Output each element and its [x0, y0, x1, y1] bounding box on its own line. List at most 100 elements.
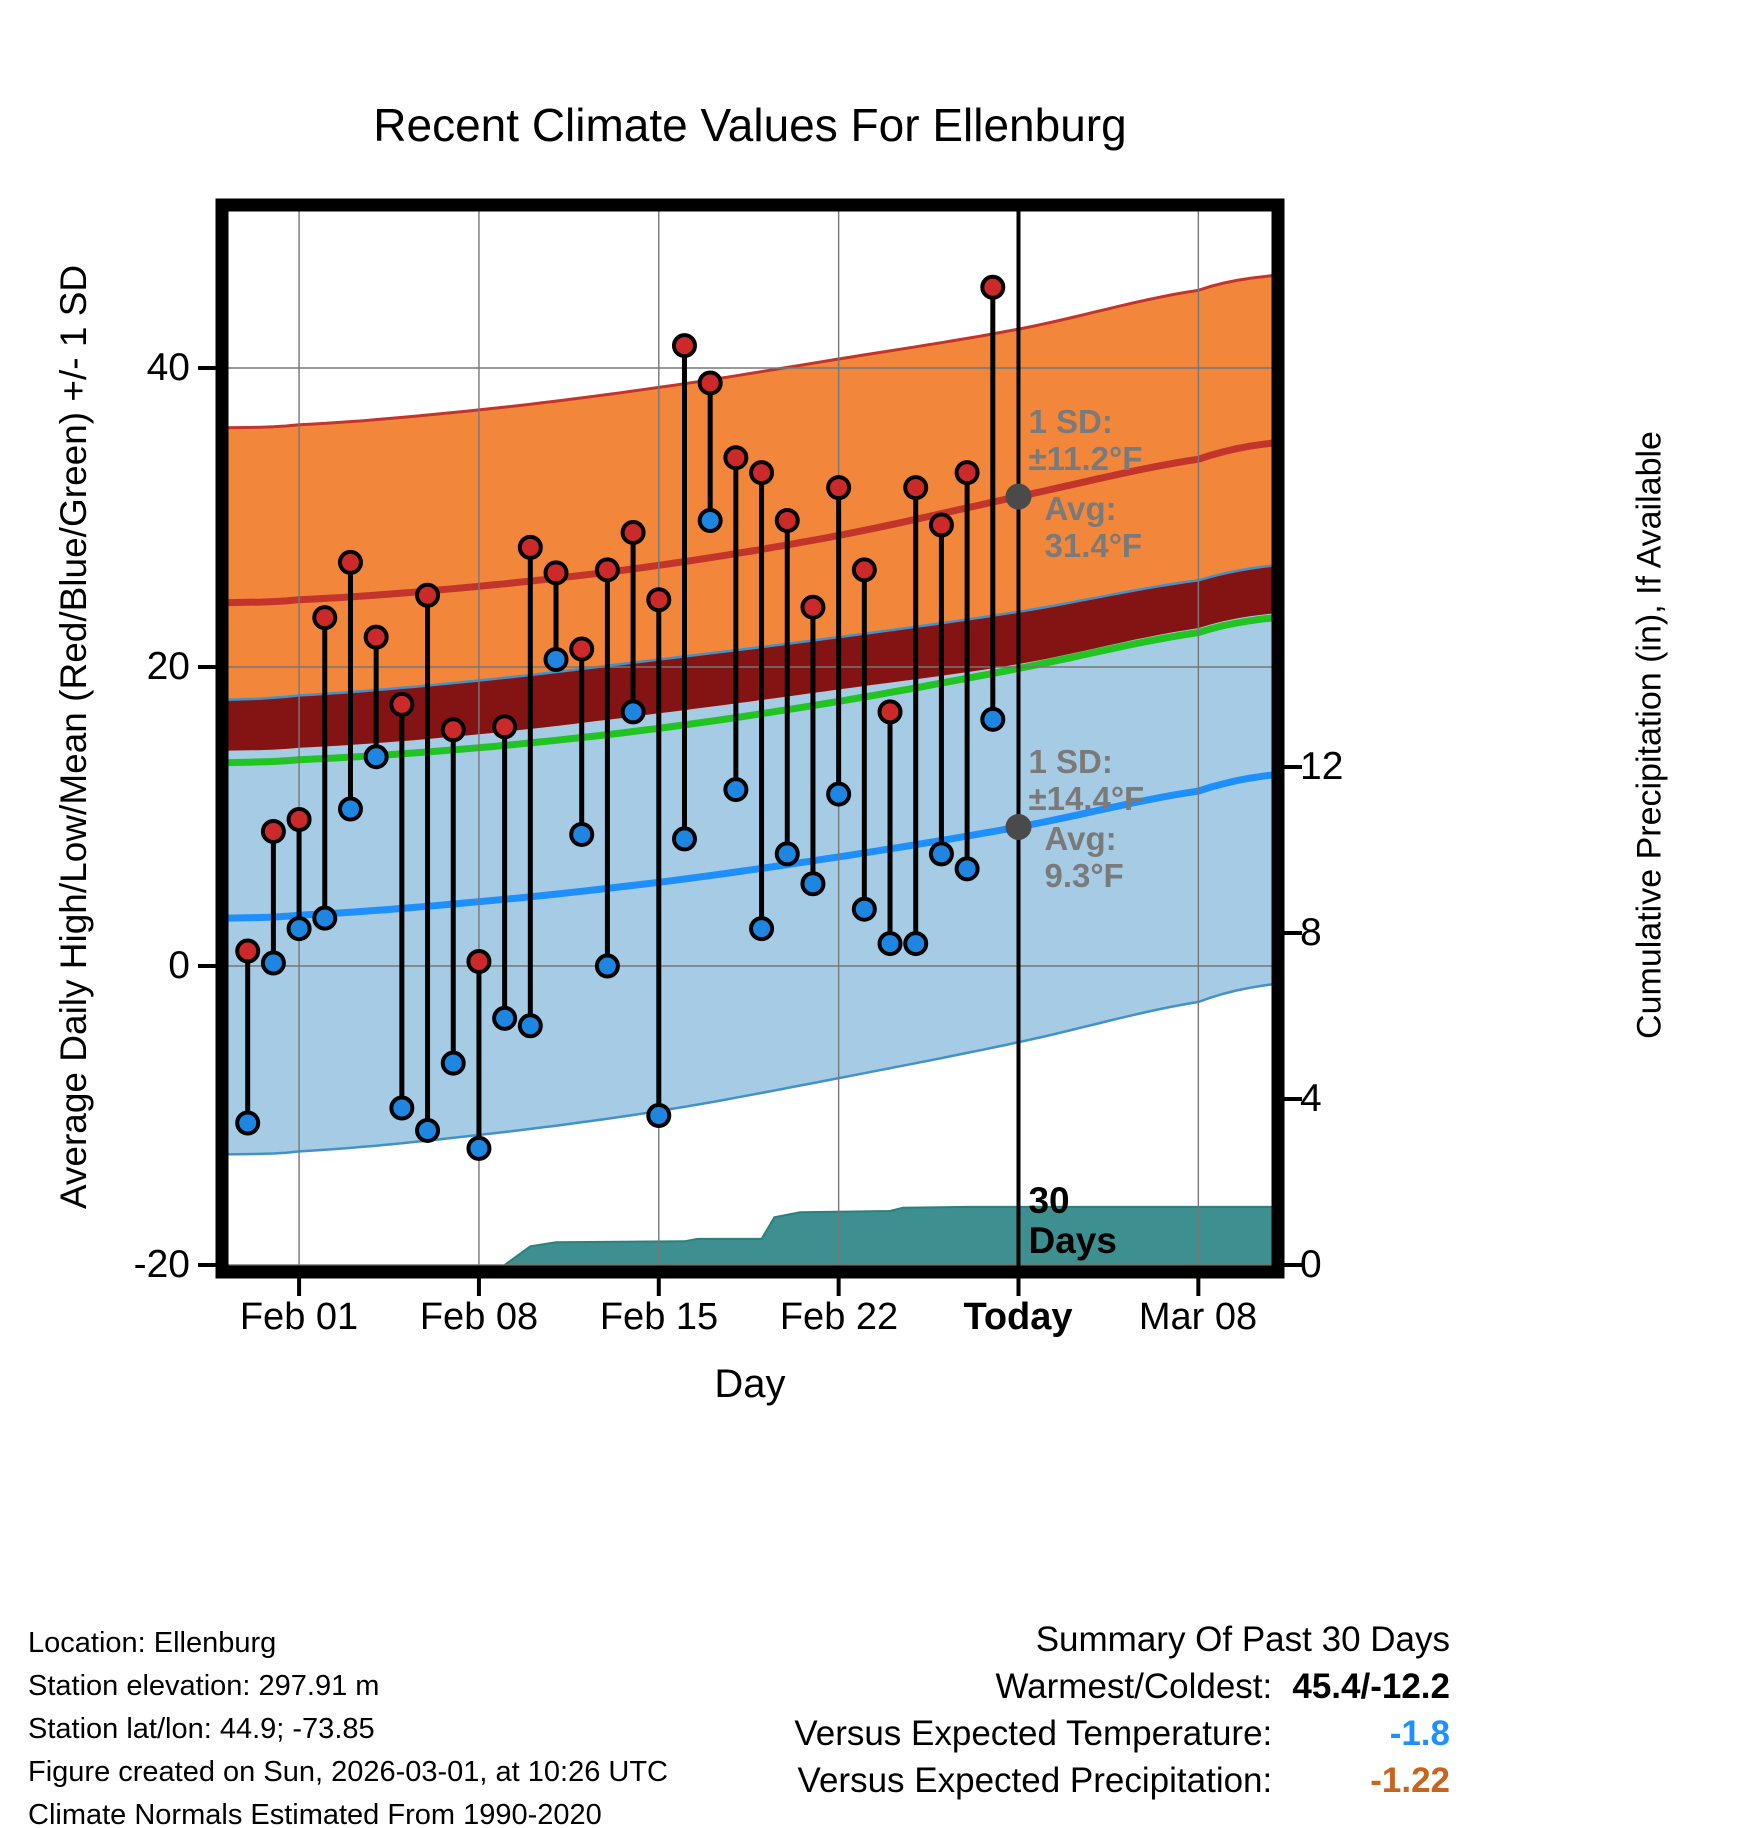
low-sd-annotation: 1 SD:: [1028, 743, 1112, 780]
daily-low-dot: [594, 953, 620, 979]
x-axis-tick-mar08: Mar 08: [1138, 1296, 1258, 1338]
low-avg-annotation: Avg:: [1044, 820, 1116, 857]
daily-low-dot: [903, 931, 929, 957]
daily-low-dot: [954, 856, 980, 882]
daily-high-dot: [260, 818, 286, 844]
daily-high-dot: [492, 714, 518, 740]
low-avg-annotation: 9.3°F: [1044, 857, 1123, 894]
daily-low-dot: [569, 821, 595, 847]
daily-high-dot: [851, 557, 877, 583]
y-axis-tick-40: 40: [146, 346, 190, 389]
summary-row-vs-precipitation: Versus Expected Precipitation: -1.22: [794, 1757, 1450, 1804]
x-axis-tick-feb01: Feb 01: [239, 1296, 359, 1338]
daily-high-dot: [517, 534, 543, 560]
summary-value-vs-precipitation: -1.22: [1370, 1761, 1450, 1800]
low-temp-avg-line: [222, 771, 1276, 922]
today-low-avg-marker: [1005, 813, 1032, 840]
right-axis-tick-12: 12: [1300, 745, 1344, 788]
metadata-latlon: Station lat/lon: 44.9; -73.85: [28, 1713, 375, 1745]
daily-low-dot: [363, 744, 389, 770]
daily-low-dot: [389, 1095, 415, 1121]
daily-high-dot: [235, 938, 261, 964]
daily-high-dot: [723, 445, 749, 471]
daily-low-dot: [800, 871, 826, 897]
daily-low-dot: [260, 950, 286, 976]
metadata-normals: Climate Normals Estimated From 1990-2020: [28, 1799, 602, 1828]
right-axis-tick-8: 8: [1300, 911, 1322, 954]
plot-frame: [215, 198, 1285, 1279]
daily-low-dot: [492, 1005, 518, 1031]
daily-high-dot: [440, 717, 466, 743]
daily-low-dot: [877, 931, 903, 957]
x-axis-title: Day: [714, 1362, 786, 1406]
daily-low-dot: [466, 1135, 492, 1161]
daily-high-dot: [800, 594, 826, 620]
daily-low-dot: [749, 916, 775, 942]
cumulative-precip-area: [501, 1205, 1278, 1266]
daily-low-dot: [826, 781, 852, 807]
daily-high-dot: [286, 806, 312, 832]
daily-low-dot: [312, 905, 338, 931]
daily-high-dot: [363, 624, 389, 650]
daily-low-dot: [235, 1110, 261, 1136]
chart-bands: [222, 273, 1278, 1266]
daily-low-dot: [440, 1050, 466, 1076]
low-sd-annotation: ±14.4°F: [1028, 780, 1144, 817]
chart-title: Recent Climate Values For Ellenburg: [373, 99, 1127, 151]
summary-row-vs-temperature: Versus Expected Temperature: -1.8: [794, 1710, 1450, 1757]
summary-label: Warmest/Coldest:: [995, 1667, 1273, 1706]
summary-value-vs-temperature: -1.8: [1389, 1714, 1450, 1753]
today-high-avg-marker: [1005, 483, 1032, 510]
daily-low-dot: [774, 841, 800, 867]
daily-low-dot: [517, 1013, 543, 1039]
daily-high-dot: [671, 333, 697, 359]
summary-label: Versus Expected Precipitation:: [797, 1761, 1273, 1800]
x-axis-tick-today: Today: [963, 1296, 1073, 1338]
daily-high-dot: [980, 274, 1006, 300]
daily-low-dot: [928, 841, 954, 867]
high-temp-avg-line: [222, 439, 1276, 607]
daily-low-dot: [980, 706, 1006, 732]
x-axis-tick-feb15: Feb 15: [599, 1296, 719, 1338]
summary-label: Versus Expected Temperature:: [794, 1714, 1273, 1753]
daily-low-dot: [723, 777, 749, 803]
daily-high-dot: [337, 549, 363, 575]
high-avg-annotation: 31.4°F: [1044, 527, 1142, 564]
daily-low-dot: [620, 699, 646, 725]
daily-high-dot: [646, 587, 672, 613]
x-axis-tick-feb08: Feb 08: [419, 1296, 539, 1338]
daily-highs-lows: [235, 274, 1006, 1161]
daily-high-dot: [620, 519, 646, 545]
summary-row-warmest-coldest: Warmest/Coldest: 45.4/-12.2: [794, 1663, 1450, 1710]
daily-high-dot: [543, 560, 569, 586]
period-annotation: 30: [1028, 1180, 1069, 1221]
high-sd-annotation: ±11.2°F: [1028, 440, 1142, 477]
daily-high-dot: [389, 691, 415, 717]
daily-high-dot: [466, 949, 492, 975]
band-overlap: [222, 565, 1276, 751]
y-axis-tick-0: 0: [168, 944, 190, 987]
daily-high-dot: [697, 370, 723, 396]
daily-high-dot: [312, 605, 338, 631]
period-annotation: Days: [1028, 1220, 1116, 1261]
mean-temp-line: [222, 614, 1276, 767]
summary-panel: Summary Of Past 30 Days Warmest/Coldest:…: [794, 1616, 1450, 1804]
right-axis-tick-0: 0: [1300, 1243, 1322, 1286]
high-sd-annotation: 1 SD:: [1028, 403, 1112, 440]
daily-low-dot: [543, 647, 569, 673]
metadata-location: Location: Ellenburg: [28, 1627, 277, 1659]
daily-high-dot: [877, 699, 903, 725]
x-axis-tick-feb22: Feb 22: [779, 1296, 899, 1338]
daily-high-dot: [415, 582, 441, 608]
figure-metadata: Location: Ellenburg Station elevation: 2…: [28, 1622, 668, 1828]
daily-low-dot: [851, 896, 877, 922]
daily-high-dot: [928, 512, 954, 538]
right-axis-tick-4: 4: [1300, 1077, 1322, 1120]
summary-value-warmest-coldest: 45.4/-12.2: [1292, 1667, 1450, 1706]
metadata-elevation: Station elevation: 297.91 m: [28, 1670, 380, 1702]
summary-title: Summary Of Past 30 Days: [1035, 1620, 1450, 1659]
metadata-created: Figure created on Sun, 2026-03-01, at 10…: [28, 1756, 668, 1788]
daily-high-dot: [774, 507, 800, 533]
